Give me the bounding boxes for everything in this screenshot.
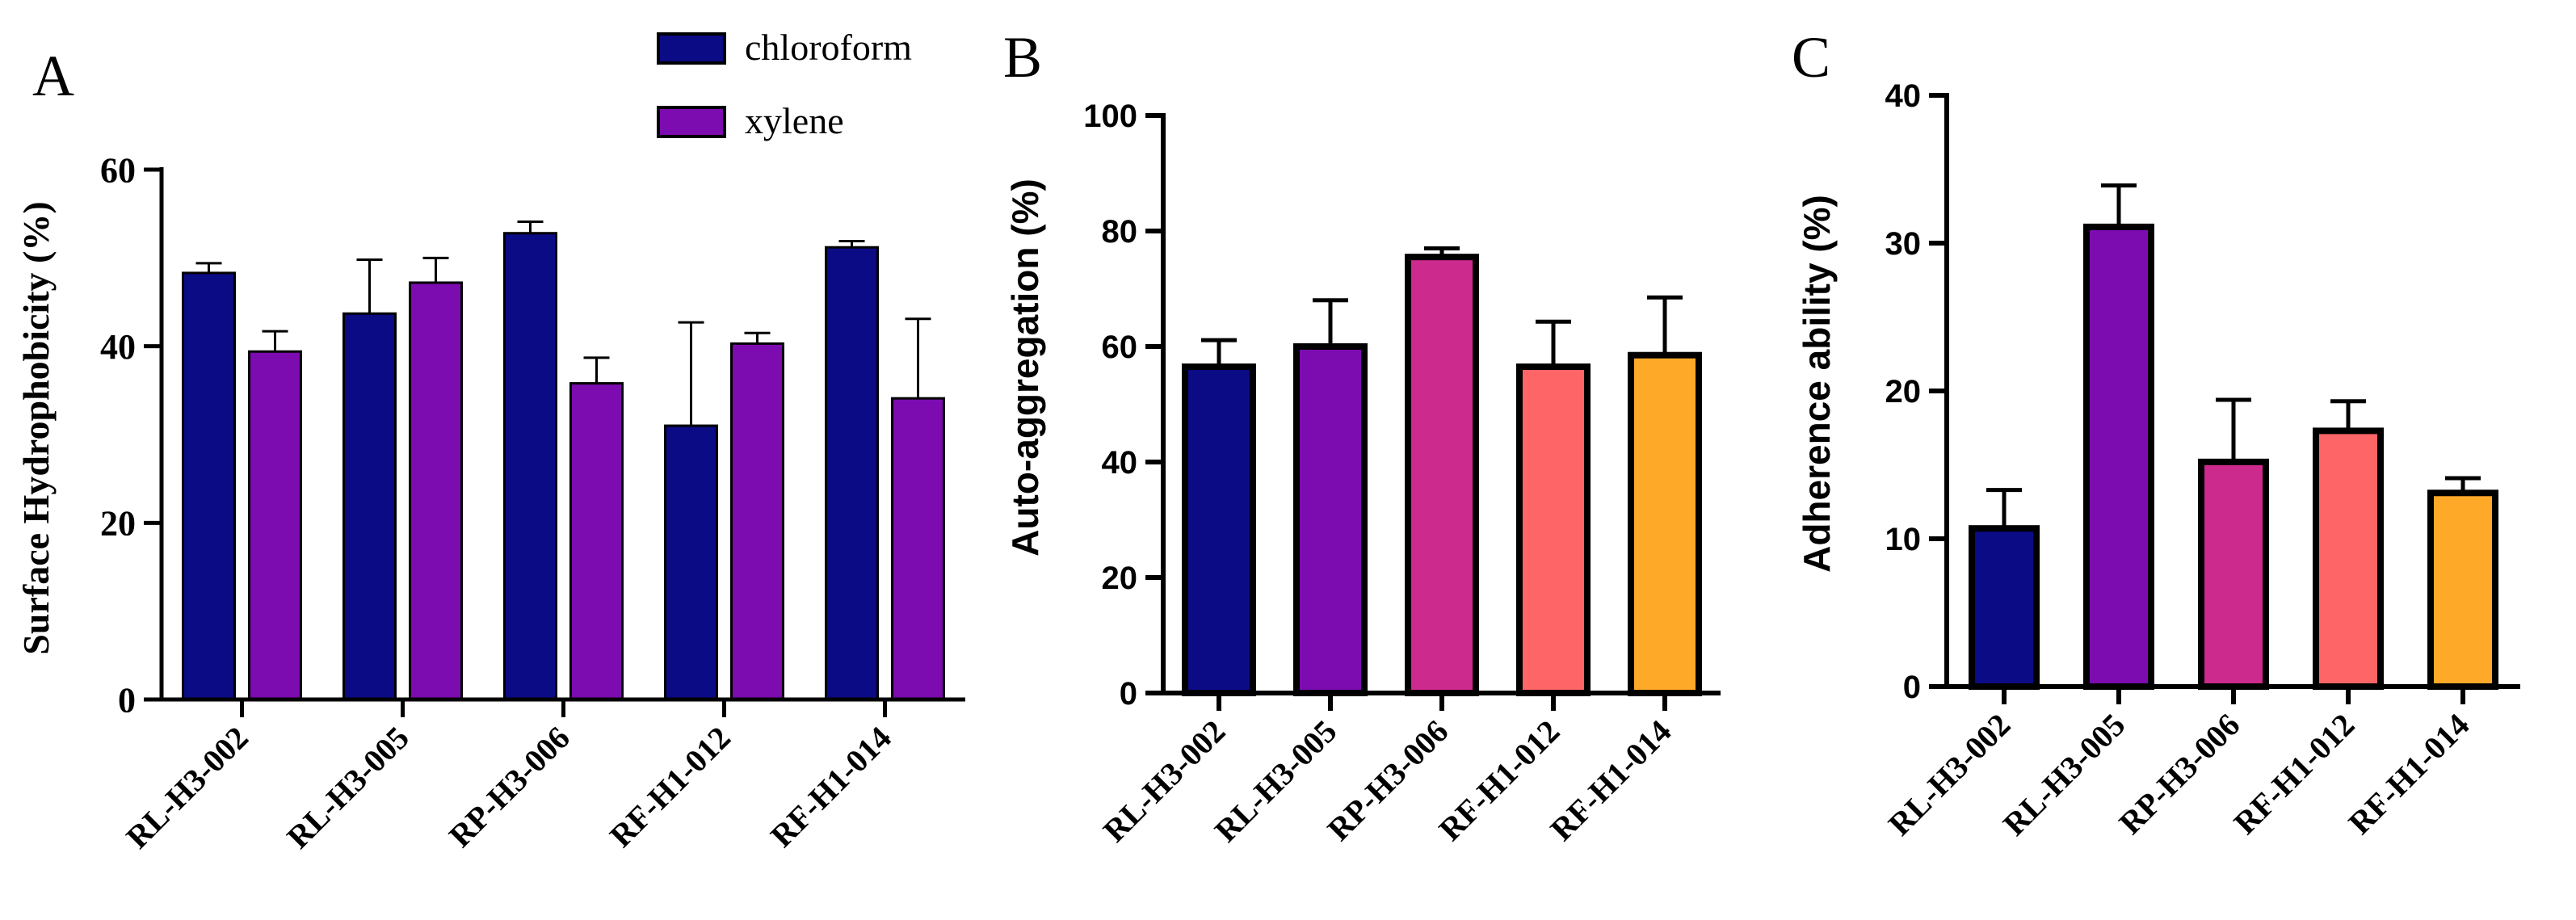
bar bbox=[1516, 363, 1591, 696]
panel-label-c: C bbox=[1792, 25, 1830, 90]
y-axis-label-b: Auto-aggregation (%) bbox=[1004, 179, 1046, 557]
bar bbox=[2313, 427, 2384, 690]
y-tick-label: 100 bbox=[1083, 99, 1137, 134]
bar-chloroform bbox=[503, 232, 557, 701]
bar-chloroform bbox=[182, 271, 236, 701]
y-tick-label: 10 bbox=[1885, 522, 1922, 557]
y-axis-label-a: Surface Hydrophobicity (%) bbox=[15, 201, 57, 654]
y-tick-label: 20 bbox=[100, 504, 136, 544]
y-tick-label: 0 bbox=[1903, 670, 1921, 705]
y-tick-label: 0 bbox=[118, 680, 136, 720]
x-tick-label: RL-H3-002 bbox=[1881, 707, 2018, 843]
x-tick-label: RF-H1-012 bbox=[2226, 707, 2361, 842]
legend: chloroform xylene bbox=[657, 27, 912, 141]
y-tick-label: 40 bbox=[100, 327, 136, 367]
y-tick-label: 20 bbox=[1102, 561, 1138, 596]
panel-label-b: B bbox=[1003, 25, 1042, 90]
x-tick-label: RP-H3-006 bbox=[1320, 713, 1455, 848]
bar bbox=[1628, 351, 1702, 696]
x-tick-label: RL-H3-002 bbox=[119, 720, 255, 856]
x-tick-label: RL-H3-005 bbox=[1208, 713, 1344, 850]
y-tick-label: 40 bbox=[1102, 445, 1138, 481]
x-tick-label: RL-H3-005 bbox=[279, 720, 416, 856]
bar bbox=[2198, 458, 2269, 691]
y-tick-label: 20 bbox=[1885, 374, 1922, 410]
bar-chloroform bbox=[342, 312, 397, 701]
x-tick-label: RP-H3-006 bbox=[2112, 707, 2246, 842]
y-tick-label: 30 bbox=[1885, 226, 1922, 262]
bar-xylene bbox=[409, 281, 463, 701]
legend-label-xylene: xylene bbox=[745, 100, 844, 141]
bar bbox=[2083, 223, 2154, 690]
y-tick-label: 0 bbox=[1120, 676, 1137, 712]
x-tick-label: RF-H1-012 bbox=[1431, 713, 1566, 848]
x-tick-label: RF-H1-014 bbox=[763, 720, 898, 855]
y-tick-label: 80 bbox=[1102, 214, 1138, 250]
y-axis-label-c: Adherence ability (%) bbox=[1796, 195, 1838, 573]
y-tick-label: 60 bbox=[100, 150, 136, 190]
x-tick-label: RF-H1-012 bbox=[603, 720, 738, 855]
x-tick-label: RF-H1-014 bbox=[2341, 707, 2476, 842]
bar-chloroform bbox=[825, 246, 879, 701]
x-tick-label: RP-H3-006 bbox=[442, 720, 577, 855]
bar-chloroform bbox=[664, 424, 718, 701]
bar-xylene bbox=[891, 397, 945, 701]
bar-xylene bbox=[569, 382, 624, 701]
bar-xylene bbox=[248, 350, 302, 701]
bar bbox=[1405, 254, 1479, 696]
legend-swatch-xylene bbox=[657, 106, 726, 138]
bar bbox=[1293, 343, 1368, 696]
legend-label-chloroform: chloroform bbox=[745, 27, 912, 68]
x-tick-label: RF-H1-014 bbox=[1543, 713, 1678, 848]
bar bbox=[1969, 525, 2040, 690]
y-tick-label: 60 bbox=[1102, 330, 1138, 365]
bar-xylene bbox=[730, 342, 784, 701]
panel-label-a: A bbox=[32, 44, 74, 108]
bar bbox=[2427, 489, 2498, 691]
bar bbox=[1182, 363, 1256, 696]
legend-swatch-chloroform bbox=[657, 32, 726, 65]
y-tick-label: 40 bbox=[1885, 78, 1922, 114]
x-tick-label: RL-H3-005 bbox=[1996, 707, 2133, 843]
